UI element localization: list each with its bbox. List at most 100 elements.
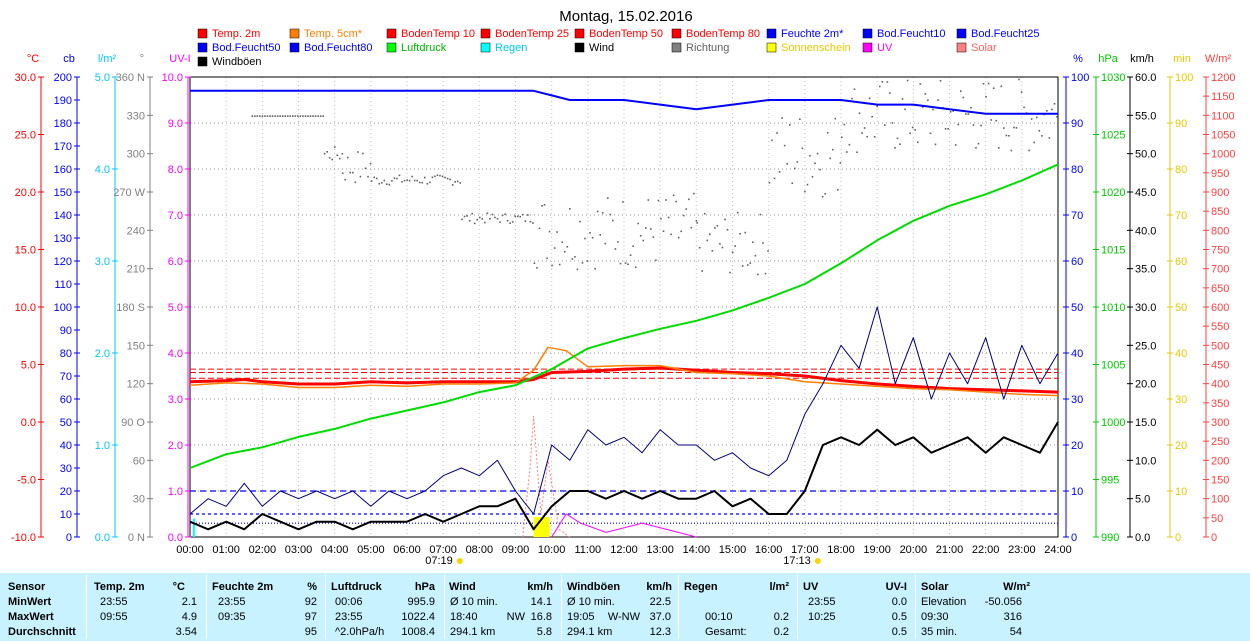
legend-swatch	[574, 42, 585, 53]
axis-tick-label: 150	[127, 340, 145, 352]
stats-cell: 23:55	[808, 596, 836, 608]
wind-direction-dot	[299, 115, 302, 117]
wind-direction-dot	[284, 115, 286, 117]
axis-tick-label: 0	[1175, 532, 1181, 544]
axis-tick-label: 1.0	[95, 440, 110, 452]
wind-direction-dot	[1046, 110, 1048, 112]
wind-direction-dot	[449, 178, 451, 181]
stats-separator	[86, 575, 87, 639]
wind-direction-dot	[655, 259, 657, 262]
wind-direction-dot	[759, 213, 762, 216]
stats-cell: 09:55	[100, 611, 128, 623]
wind-direction-dot	[914, 129, 917, 131]
wind-direction-dot	[1000, 85, 1003, 88]
legend-swatch	[671, 28, 682, 39]
axis-tick-label: 180	[54, 118, 72, 130]
wind-direction-dot	[589, 232, 591, 234]
wind-direction-dot	[829, 157, 832, 160]
wind-direction-dot	[344, 178, 347, 181]
axis-tick-label: 450	[1211, 360, 1229, 372]
axis-tick-label: 1005	[1101, 360, 1125, 372]
wind-direction-dot	[987, 82, 990, 85]
x-tick-label: 09:00	[502, 544, 530, 556]
wind-direction-dot	[596, 210, 599, 213]
axis-tick-label: 0.0	[95, 532, 110, 544]
axis-tick-label: 100	[1071, 72, 1089, 84]
series-luftdruck	[189, 163, 1059, 469]
wind-direction-dot	[894, 147, 896, 149]
stats-cell: MaxWert	[8, 611, 54, 623]
x-tick-label: 17:00	[791, 544, 819, 556]
axis-tick-label: 200	[1211, 455, 1229, 467]
series-feuchte-2m	[190, 89, 1058, 115]
wind-direction-dot	[271, 115, 274, 117]
axis-tick-label: 1020	[1101, 187, 1125, 199]
wind-direction-dot	[932, 108, 934, 111]
chart-decorations	[190, 78, 1058, 538]
legend-label: Richtung	[686, 42, 729, 54]
axis-tick-label: 0 N	[128, 532, 145, 544]
axis-tick-label: 30	[1071, 394, 1083, 406]
wind-direction-dot	[721, 246, 724, 249]
axis-tick-label: 270 W	[113, 187, 145, 199]
wind-direction-dot	[261, 115, 264, 117]
legend-label: Feuchte 2m*	[781, 28, 844, 40]
wind-direction-dot	[708, 233, 711, 235]
wind-direction-dot	[444, 176, 446, 179]
wind-direction-dot	[481, 218, 484, 220]
stats-cell: Sensor	[8, 581, 46, 593]
wind-direction-dot	[929, 132, 932, 135]
axis-unit: hPa	[1098, 53, 1118, 65]
wind-direction-dot	[952, 110, 954, 112]
sunrise-marker	[456, 558, 463, 564]
wind-direction-dot	[459, 182, 462, 184]
wind-direction-dot	[357, 151, 359, 153]
stats-cell: MinWert	[8, 596, 52, 608]
wind-direction-dot	[744, 231, 747, 234]
x-tick-label: 10:00	[538, 544, 566, 556]
wind-direction-dot	[401, 181, 403, 183]
stats-cell: Durchschnitt	[8, 626, 76, 638]
wind-direction-dot	[367, 175, 369, 178]
axis-tick-label: 1150	[1211, 91, 1235, 103]
wind-direction-dot	[1053, 102, 1056, 105]
wind-direction-dot	[473, 222, 476, 225]
axis-tick-label: 90	[1175, 118, 1187, 130]
series-temp-2m	[189, 366, 1059, 394]
legend-label: Bod.Feucht10	[877, 28, 946, 40]
axis-tick-label: 4.0	[95, 164, 110, 176]
legend-label: Wind	[589, 42, 614, 54]
wind-direction-dot	[1005, 134, 1008, 137]
legend-label: Luftdruck	[401, 42, 447, 54]
axis-tick-label: 250	[1211, 436, 1229, 448]
wind-direction-dot	[431, 176, 434, 179]
wind-direction-dot	[476, 218, 479, 221]
x-tick-label: 12:00	[610, 544, 638, 556]
axis-tick-label: 15.0	[1135, 417, 1156, 429]
stats-cell: 92	[304, 596, 317, 608]
stats-cell: 0.0	[891, 596, 907, 608]
wind-direction-dot	[990, 119, 992, 121]
wind-direction-dot	[701, 270, 703, 272]
axis-tick-label: 150	[54, 187, 72, 199]
axis-tick-label: 80	[1071, 164, 1083, 176]
wind-direction-dot	[871, 115, 873, 118]
wind-direction-dot	[896, 137, 899, 140]
axis-tick-label: 990	[1101, 532, 1119, 544]
x-tick-label: 19:00	[863, 544, 891, 556]
axis-tick-label: 0.0	[168, 532, 183, 544]
wind-direction-dot	[1041, 135, 1043, 137]
wind-direction-dot	[639, 234, 642, 237]
wind-direction-dot	[909, 132, 911, 135]
wind-direction-dot	[924, 93, 927, 95]
x-tick-label: 01:00	[212, 544, 240, 556]
wind-direction-dot	[688, 198, 690, 201]
wind-direction-dot	[826, 132, 829, 134]
wind-direction-dot	[846, 151, 848, 153]
wind-direction-dot	[369, 162, 372, 165]
wind-direction-dot	[957, 123, 960, 126]
wind-direction-dot	[767, 250, 769, 252]
wind-direction-dot	[834, 117, 837, 120]
legend-label: Regen	[495, 42, 527, 54]
wind-direction-dot	[947, 127, 949, 130]
